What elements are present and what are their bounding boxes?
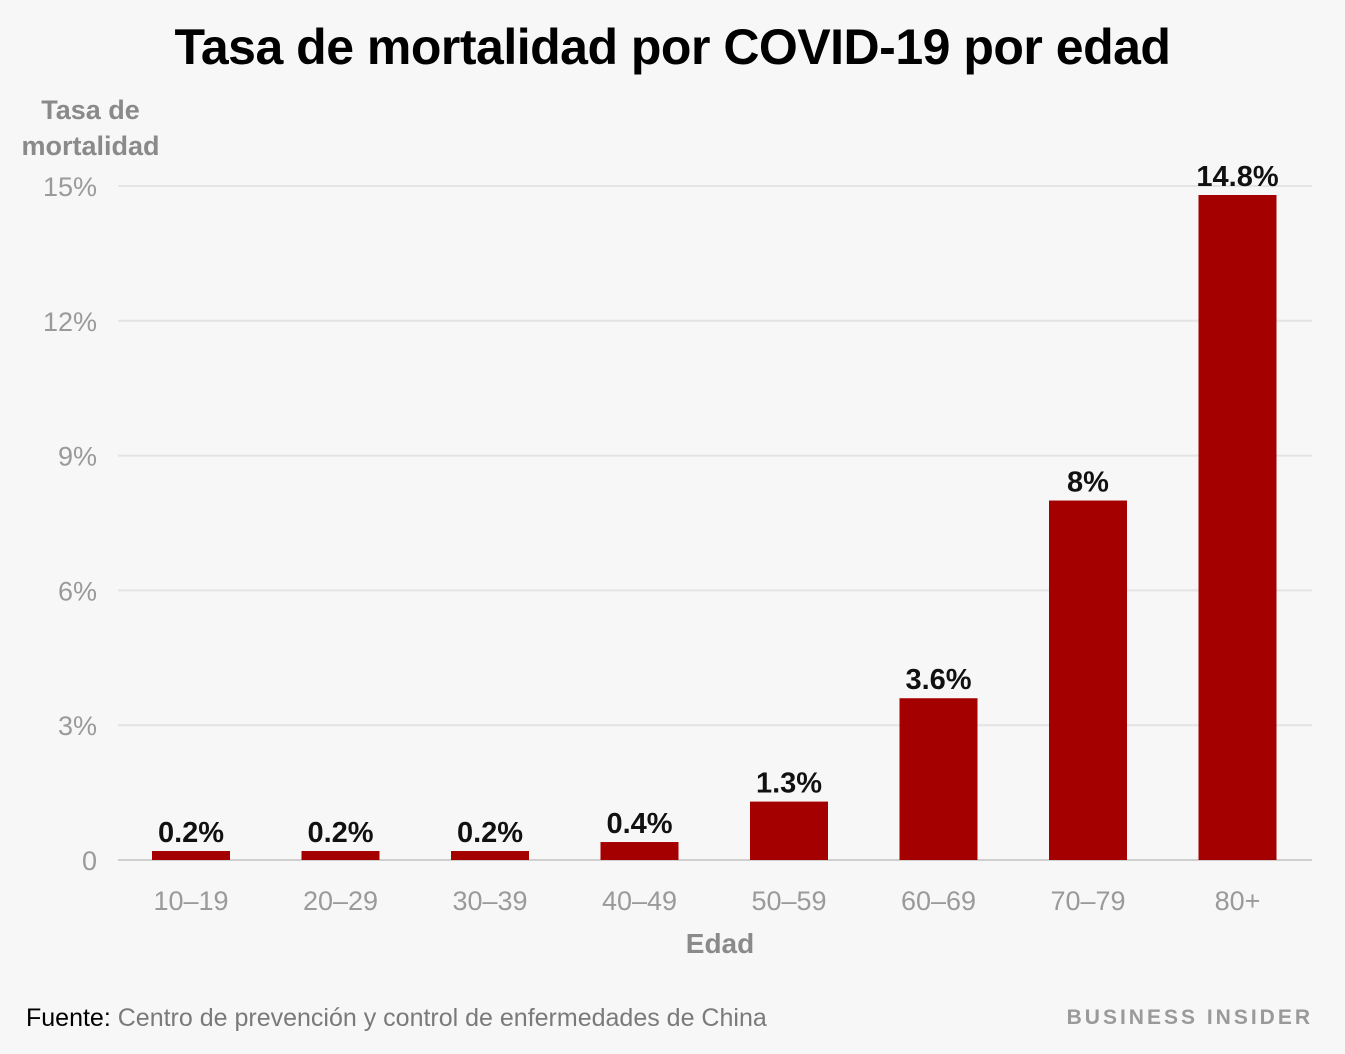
bar-value-label: 14.8% [1196, 161, 1278, 193]
y-tick-label: 3% [58, 711, 97, 741]
x-tick-label: 60–69 [901, 886, 976, 916]
x-tick-label: 80+ [1215, 886, 1261, 916]
bar-value-label: 0.2% [307, 817, 373, 849]
source-text: Centro de prevención y control de enferm… [117, 1004, 767, 1032]
y-tick-label: 12% [43, 307, 97, 337]
y-axis-label: Tasa de mortalidad [21, 95, 160, 161]
y-tick-labels: 0 3% 6% 9% 12% 15% [43, 172, 97, 876]
x-tick-labels: 10–19 20–29 30–39 40–49 50–59 60–69 70–79 80+ [153, 886, 1260, 916]
x-tick-label: 50–59 [751, 886, 826, 916]
y-tick-label: 6% [58, 576, 97, 606]
gridlines [118, 185, 1312, 861]
bar-value-labels: 0.2% 0.2% 0.2% 0.4% 1.3% 3.6% 8% 14.8% [158, 161, 1279, 849]
y-tick-label: 9% [58, 442, 97, 472]
bar [750, 801, 828, 860]
bar [1198, 194, 1277, 860]
bar-value-label: 1.3% [756, 768, 822, 800]
x-tick-label: 70–79 [1050, 886, 1125, 916]
x-tick-label: 20–29 [303, 886, 378, 916]
x-tick-label: 30–39 [452, 886, 527, 916]
bar [899, 698, 978, 860]
bar-value-label: 8% [1067, 467, 1109, 499]
x-tick-label: 10–19 [153, 886, 228, 916]
bar [301, 851, 380, 860]
x-axis-label: Edad [685, 928, 755, 959]
y-tick-label: 0 [82, 846, 97, 876]
chart-title: Tasa de mortalidad por COVID-19 por edad [174, 19, 1171, 75]
bar-value-label: 3.6% [905, 664, 971, 696]
bar [152, 851, 230, 860]
bars [152, 194, 1277, 860]
bar [451, 851, 529, 860]
bar-value-label: 0.4% [606, 808, 672, 840]
bar [600, 842, 679, 860]
bar-value-label: 0.2% [457, 817, 523, 849]
y-tick-label: 15% [43, 172, 97, 202]
x-tick-label: 40–49 [602, 886, 677, 916]
bar-value-label: 0.2% [158, 817, 224, 849]
bar [1049, 500, 1127, 860]
source-label: Fuente: [26, 1004, 111, 1032]
source-note: Fuente: Centro de prevención y control d… [26, 1004, 767, 1033]
brand-logo: BUSINESS INSIDER [1066, 1006, 1313, 1029]
